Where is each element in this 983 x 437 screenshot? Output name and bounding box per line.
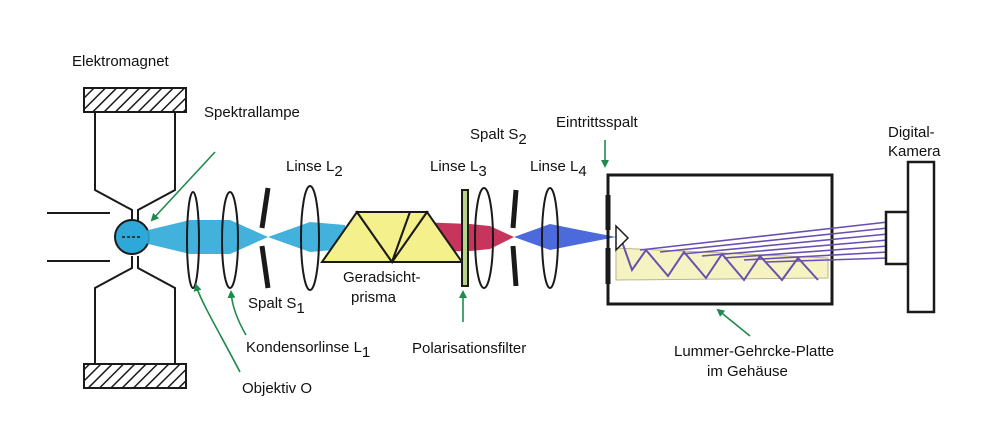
objective-lens bbox=[186, 191, 200, 289]
direct-vision-prism bbox=[320, 210, 464, 265]
beam-blue-1 bbox=[140, 220, 268, 254]
slit-s2 bbox=[510, 189, 519, 287]
slit-s1 bbox=[259, 187, 271, 289]
digital-camera bbox=[884, 160, 936, 314]
electromagnet bbox=[47, 87, 187, 389]
label-linse-l4: Linse L4 bbox=[530, 158, 587, 180]
label-eintrittsspalt: Eintrittsspalt bbox=[556, 114, 639, 131]
lens-l2 bbox=[300, 185, 320, 291]
beam-violet-blue bbox=[514, 224, 616, 250]
label-spalt-s2: Spalt S2 bbox=[470, 126, 527, 148]
label-linse-l3: Linse L3 bbox=[430, 158, 487, 180]
pointer-lummer bbox=[716, 308, 751, 337]
lummer-gehrcke-housing bbox=[605, 173, 834, 306]
label-kondensorlinse: Kondensorlinse L1 bbox=[246, 339, 370, 361]
prism-coupling bbox=[615, 224, 630, 252]
label-linse-l2: Linse L2 bbox=[286, 158, 343, 180]
label-geradsicht-1: Geradsicht- bbox=[343, 269, 421, 286]
pointer-kondensorlinse bbox=[227, 290, 247, 336]
label-digital-kamera-1: Digital- bbox=[888, 124, 935, 141]
condenser-lens bbox=[221, 191, 239, 289]
label-spektrallampe: Spektrallampe bbox=[204, 104, 300, 121]
beam-blue-2 bbox=[268, 222, 345, 252]
label-elektromagnet: Elektromagnet bbox=[72, 53, 170, 70]
label-geradsicht-2: prisma bbox=[351, 289, 397, 306]
label-digital-kamera-2: Kamera bbox=[888, 143, 941, 160]
label-lummer-2: im Gehäuse bbox=[707, 363, 788, 380]
plate-internal-reflections bbox=[619, 235, 819, 282]
label-lummer-1: Lummer-Gehrcke-Platte bbox=[674, 343, 834, 360]
polarisation-filter bbox=[461, 189, 469, 287]
label-spalt-s1: Spalt S1 bbox=[248, 295, 305, 317]
output-rays bbox=[639, 221, 889, 263]
lens-l4 bbox=[541, 187, 559, 289]
lens-l3 bbox=[474, 187, 494, 289]
pointer-objektiv bbox=[193, 283, 241, 373]
magnet-pole-bottom bbox=[94, 256, 176, 364]
pointer-spektrallampe bbox=[150, 151, 216, 222]
magnet-coil-bottom bbox=[83, 363, 187, 389]
label-objektiv: Objektiv O bbox=[242, 380, 312, 397]
label-polarisationsfilter: Polarisationsfilter bbox=[412, 340, 526, 357]
pointers bbox=[150, 140, 751, 373]
magnet-pole-top bbox=[94, 112, 176, 222]
magnet-coil-top bbox=[83, 87, 187, 113]
